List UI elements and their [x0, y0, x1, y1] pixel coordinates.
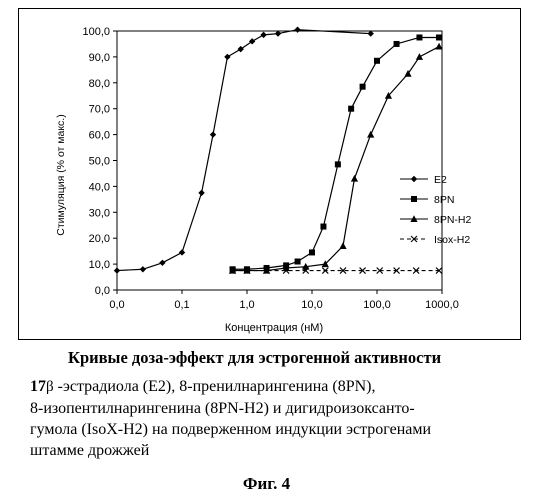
y-tick-label: 50,0 [89, 156, 110, 168]
data-point-triangle [351, 175, 358, 182]
data-point-square [374, 58, 380, 64]
legend-item: Isox-H2 [400, 234, 470, 246]
caption-line-1: 17β -эстрадиола (E2), 8-пренилнарингенин… [30, 376, 431, 398]
legend-label: Isox-H2 [434, 234, 470, 246]
y-tick-label: 40,0 [89, 181, 110, 193]
data-point-diamond [114, 267, 120, 273]
data-point-diamond [294, 27, 300, 33]
x-axis-label: Концентрация (нМ) [225, 322, 323, 334]
caption-line-2: 8-изопентилнарингенина (8PN-H2) и дигидр… [30, 398, 431, 419]
y-tick-label: 20,0 [89, 233, 110, 245]
x-tick-label: 10,0 [301, 299, 322, 311]
axes: 0,0 10,0 20,0 30,0 40,0 50,0 60,0 70,0 80,0 90,0 1… [82, 26, 458, 311]
data-point-triangle [367, 131, 374, 138]
x-tick-label: 1000,0 [425, 299, 459, 311]
legend-label: 8PN-H2 [434, 214, 472, 226]
data-point-triangle [416, 53, 423, 60]
y-axis-label: Стимуляция (% от макс.) [55, 114, 67, 235]
x-tick-label: 100,0 [363, 299, 391, 311]
legend-item: 8PN-H2 [400, 214, 472, 226]
y-tick-label: 60,0 [89, 130, 110, 142]
data-point-square [416, 34, 422, 40]
legend-label: E2 [434, 174, 447, 186]
caption-line-3: гумола (IsoX-H2) на подверженном индукци… [30, 419, 431, 440]
y-tick-label: 100,0 [82, 26, 110, 38]
beta-symbol: β [46, 379, 54, 395]
figure-label: Фиг. 4 [0, 474, 533, 494]
data-point-diamond [260, 32, 266, 38]
y-tick-label: 70,0 [89, 104, 110, 116]
caption-line1-prefix: 17 [30, 378, 46, 395]
data-point-square [309, 249, 315, 255]
caption-line-4: штамме дрожжей [30, 440, 431, 461]
y-tick-label: 10,0 [89, 259, 110, 271]
y-tick-label: 30,0 [89, 207, 110, 219]
data-point-diamond [224, 54, 230, 60]
data-point-square [360, 84, 366, 90]
legend-item: 8PN [400, 194, 454, 206]
series-layer [114, 27, 443, 274]
data-point-diamond [210, 131, 216, 137]
data-point-diamond [140, 266, 146, 272]
data-point-square [335, 161, 341, 167]
series-line [117, 30, 371, 271]
x-tick-label: 1,0 [239, 299, 254, 311]
x-tick-label: 0,1 [174, 299, 189, 311]
data-point-square [348, 106, 354, 112]
data-point-diamond [198, 190, 204, 196]
legend-label: 8PN [434, 194, 454, 206]
data-point-square [295, 259, 301, 265]
data-point-square [411, 196, 417, 202]
y-tick-label: 90,0 [89, 52, 110, 64]
y-tick-label: 0,0 [95, 285, 110, 297]
data-point-square [394, 41, 400, 47]
plot-area-frame [117, 31, 442, 290]
x-tick-label: 0,0 [109, 299, 124, 311]
data-point-diamond [411, 176, 417, 182]
caption-line1-rest: -эстрадиола (E2), 8-пренилнарингенина (8… [54, 378, 376, 395]
caption-title: Кривые доза-эффект для эстрогенной актив… [68, 348, 441, 368]
y-tick-label: 80,0 [89, 78, 110, 90]
data-point-square [320, 224, 326, 230]
series-line [233, 47, 439, 271]
legend: E2 8PN 8PN-H2 Isox-H2 [400, 174, 472, 246]
dose-response-chart: 0,0 10,0 20,0 30,0 40,0 50,0 60,0 70,0 80,0 90,0 1… [0, 0, 533, 345]
data-point-square [436, 34, 442, 40]
caption-body: 17β -эстрадиола (E2), 8-пренилнарингенин… [30, 376, 431, 461]
legend-item: E2 [400, 174, 447, 186]
series-e2 [114, 27, 374, 274]
data-point-diamond [179, 249, 185, 255]
data-point-triangle [339, 242, 346, 249]
data-point-diamond [159, 260, 165, 266]
